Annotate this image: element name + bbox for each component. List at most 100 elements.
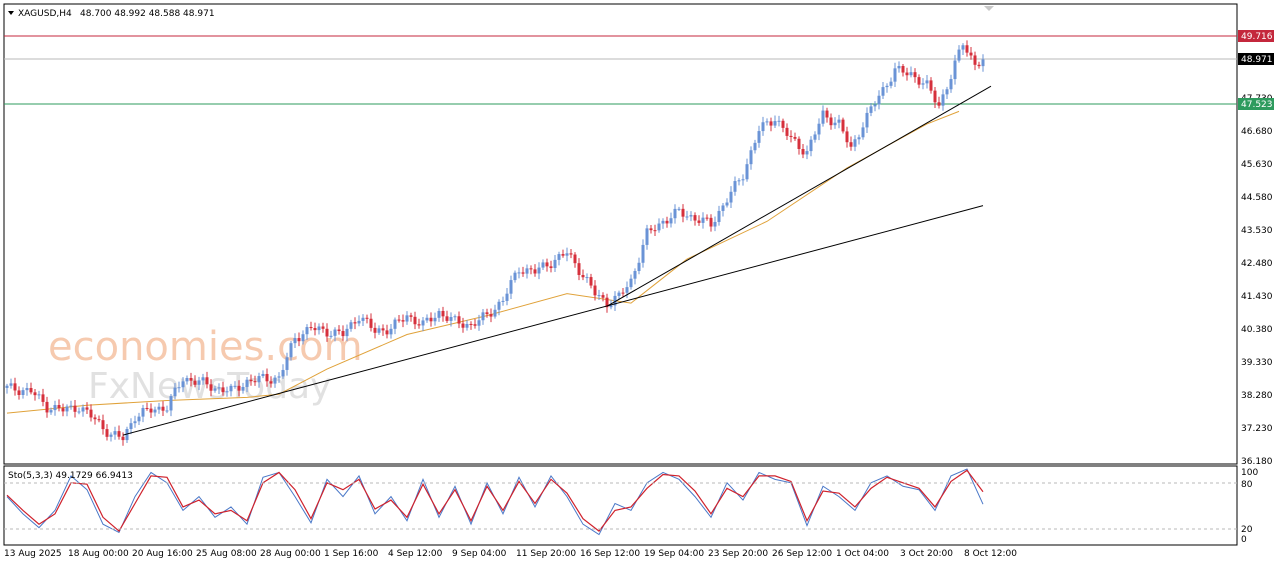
candle-body: [249, 379, 253, 382]
candle-body: [857, 137, 861, 140]
candle-body: [949, 79, 953, 90]
price-tick: 44.580: [1241, 193, 1273, 203]
candle-body: [673, 208, 677, 219]
candle-body: [429, 317, 433, 322]
price-axis: 47.730 46.680 45.630 44.580 43.530 42.48…: [1241, 94, 1273, 467]
scroll-marker-icon: [984, 6, 994, 11]
candle-body: [793, 136, 797, 139]
candle-body: [289, 343, 293, 358]
candle-body: [57, 405, 61, 409]
candle-body: [825, 110, 829, 118]
candle-body: [85, 407, 89, 410]
current-price-tag: [1238, 53, 1274, 65]
candle-body: [905, 72, 909, 76]
candle-body: [157, 406, 161, 410]
time-label: 9 Sep 04:00: [452, 549, 507, 559]
candle-body: [841, 119, 845, 132]
candle-body: [17, 390, 21, 395]
stoch-level-100-label: 100: [1241, 468, 1258, 478]
candle-body: [777, 120, 781, 122]
candle-body: [101, 420, 105, 430]
candle-body: [297, 338, 301, 342]
triangle-down-icon[interactable]: [8, 11, 14, 15]
candle-body: [861, 127, 865, 138]
candle-body: [733, 181, 737, 192]
candle-body: [217, 387, 221, 389]
candle-body: [625, 287, 629, 293]
candle-body: [473, 324, 477, 326]
candle-body: [341, 331, 345, 337]
candle-body: [581, 274, 585, 278]
candle-body: [885, 85, 889, 88]
candle-body: [645, 228, 649, 245]
candle-body: [669, 218, 673, 224]
candle-body: [13, 383, 17, 391]
candle-body: [325, 328, 329, 337]
time-label: 18 Aug 00:00: [68, 549, 129, 559]
candle-body: [785, 127, 789, 136]
candle-body: [201, 377, 205, 381]
candle-body: [945, 89, 949, 95]
candle-body: [485, 312, 489, 315]
candle-body: [705, 217, 709, 219]
candle-body: [613, 295, 617, 306]
candle-body: [141, 407, 145, 417]
candle-body: [701, 217, 705, 223]
candle-body: [361, 317, 365, 321]
candle-body: [769, 121, 773, 126]
support-price-label: 47.523: [1241, 100, 1273, 110]
candle-body: [49, 410, 53, 413]
candle-body: [81, 407, 85, 412]
candle-body: [597, 295, 601, 297]
candle-body: [853, 139, 857, 147]
candle-body: [393, 319, 397, 329]
candle-body: [901, 66, 905, 73]
candle-body: [933, 90, 937, 103]
candle-body: [641, 244, 645, 263]
time-label: 20 Aug 16:00: [132, 549, 193, 559]
candle-body: [309, 327, 313, 329]
candle-body: [349, 322, 353, 329]
candle-body: [105, 429, 109, 437]
candle-body: [469, 323, 473, 325]
candle-body: [721, 205, 725, 211]
time-label: 3 Oct 20:00: [900, 549, 953, 559]
time-label: 1 Sep 16:00: [324, 549, 379, 559]
candle-body: [621, 292, 625, 294]
candle-body: [345, 328, 349, 337]
support-price-tag: [1238, 98, 1274, 110]
candle-body: [909, 72, 913, 76]
candle-body: [957, 49, 961, 61]
candle-body: [441, 310, 445, 317]
candle-body: [745, 164, 749, 180]
candle-body: [849, 142, 853, 147]
candle-body: [245, 379, 249, 387]
candle-body: [313, 328, 317, 331]
price-tick: 46.680: [1241, 127, 1273, 137]
candle-body: [801, 148, 805, 155]
candle-body: [761, 122, 765, 132]
candle-body: [929, 80, 933, 91]
candle-body: [505, 293, 509, 301]
candle-body: [185, 378, 189, 382]
candle-body: [401, 320, 405, 322]
candle-body: [789, 135, 793, 137]
candle-body: [541, 262, 545, 268]
candle-body: [741, 179, 745, 181]
time-label: 4 Sep 12:00: [388, 549, 443, 559]
candle-body: [45, 401, 49, 413]
candle-body: [117, 431, 121, 437]
time-label: 19 Sep 04:00: [644, 549, 704, 559]
candle-body: [209, 384, 213, 391]
price-tick: 40.380: [1241, 325, 1273, 335]
time-axis: 13 Aug 2025 18 Aug 00:00 20 Aug 16:00 25…: [4, 549, 1017, 559]
candle-body: [677, 208, 681, 210]
candle-body: [837, 119, 841, 123]
candle-body: [9, 383, 13, 386]
candle-body: [333, 329, 337, 336]
candle-body: [89, 409, 93, 418]
candle-body: [65, 406, 69, 412]
candle-body: [389, 328, 393, 335]
trendlines[interactable]: [122, 85, 992, 436]
